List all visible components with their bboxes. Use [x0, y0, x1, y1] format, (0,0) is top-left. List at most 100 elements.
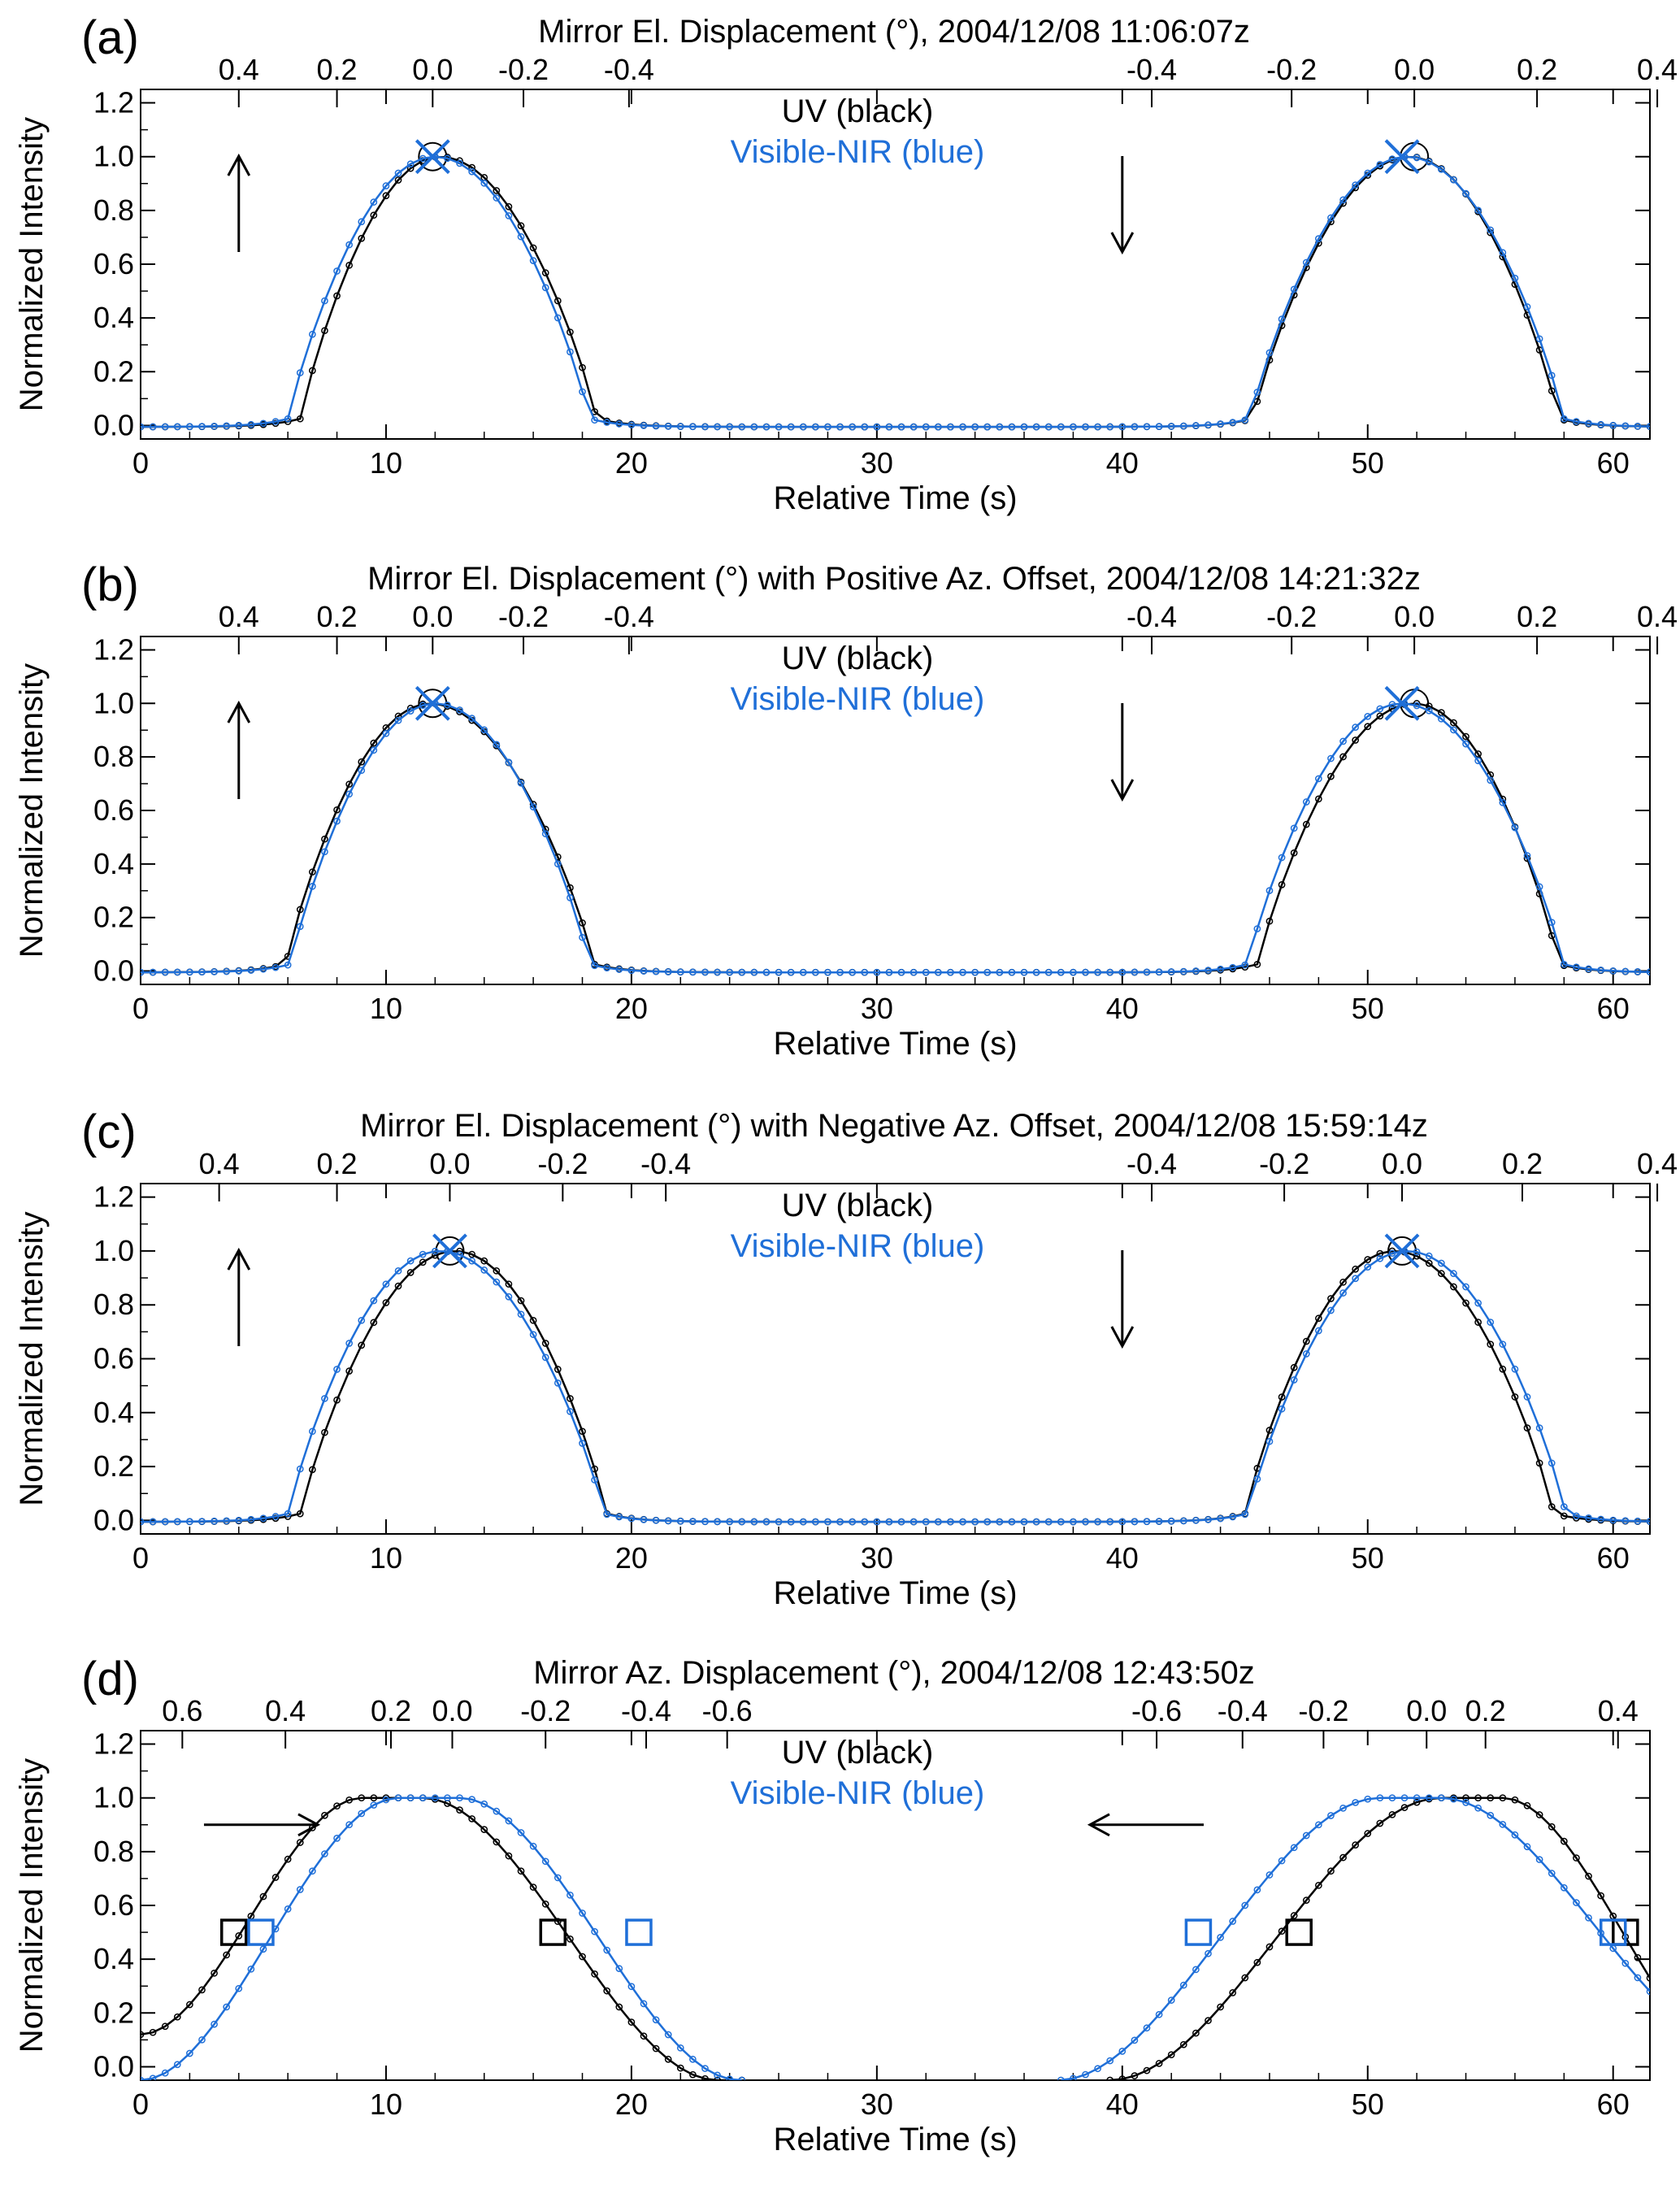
data-point	[541, 284, 549, 292]
top-axis-tick-label: 0.2	[317, 1147, 358, 1180]
data-point	[873, 1518, 881, 1526]
data-point	[787, 968, 795, 976]
data-point	[812, 968, 819, 976]
y-tick-label: 0.4	[93, 847, 134, 880]
data-point	[591, 416, 598, 424]
top-axis-tick-label: 0.0	[1406, 1694, 1447, 1727]
x-tick-label: 30	[861, 992, 893, 1025]
data-point	[1535, 1459, 1543, 1467]
data-point	[321, 1395, 328, 1402]
data-point	[309, 1466, 316, 1474]
data-point	[1523, 1801, 1531, 1810]
data-point	[382, 182, 390, 189]
data-point	[849, 1518, 857, 1526]
half-max-square-marker	[1285, 1918, 1313, 1946]
data-point	[1548, 1823, 1556, 1831]
data-point	[309, 1867, 316, 1875]
data-point	[1352, 1275, 1360, 1283]
data-point	[1327, 1295, 1335, 1302]
data-point	[1535, 1424, 1543, 1432]
series-line	[141, 1796, 1650, 2080]
data-point	[223, 1517, 231, 1525]
top-axis-tick-label: -0.2	[1266, 600, 1317, 633]
data-point	[1192, 1517, 1200, 1524]
data-point	[529, 244, 537, 252]
data-point	[1057, 968, 1065, 976]
data-point	[701, 968, 709, 976]
data-point	[1388, 1249, 1396, 1258]
data-point	[1179, 967, 1187, 975]
data-point	[996, 423, 1004, 431]
data-point	[517, 1297, 525, 1305]
data-point	[198, 1518, 206, 1525]
data-point	[235, 1932, 243, 1940]
data-point	[1450, 1795, 1457, 1803]
data-point	[296, 1465, 304, 1473]
data-point	[1315, 1821, 1322, 1829]
data-point	[321, 848, 328, 856]
data-point	[247, 967, 255, 974]
data-point	[1205, 2017, 1212, 2024]
x-tick-label: 10	[370, 992, 402, 1025]
top-axis-tick-label: 0.2	[317, 600, 358, 633]
data-point	[1548, 1870, 1556, 1877]
data-point	[382, 192, 390, 200]
data-point	[321, 1850, 328, 1857]
data-point	[1646, 423, 1650, 430]
data-point	[652, 1517, 660, 1524]
data-point	[1425, 706, 1433, 715]
data-point	[211, 1517, 218, 1525]
series-line	[141, 1249, 1650, 1523]
data-point	[1634, 1953, 1642, 1962]
data-point	[1278, 315, 1286, 323]
series-line	[141, 702, 1650, 974]
panel-title: Mirror El. Displacement (°) with Positiv…	[367, 561, 1421, 597]
data-point	[541, 1900, 549, 1908]
data-point	[1057, 2076, 1065, 2080]
data-point	[1032, 1518, 1040, 1526]
data-point	[141, 2076, 145, 2080]
legend-uv: UV (black)	[782, 93, 934, 129]
data-point	[861, 423, 869, 431]
data-point	[567, 1891, 574, 1899]
data-point	[1499, 1821, 1507, 1828]
data-point	[1008, 968, 1016, 976]
x-axis-label: Relative Time (s)	[773, 1575, 1017, 1611]
data-point	[186, 968, 193, 976]
data-point	[1560, 1883, 1568, 1892]
data-point	[1376, 705, 1384, 713]
data-point	[1437, 1259, 1445, 1267]
data-point	[934, 423, 942, 431]
data-point	[1315, 775, 1322, 783]
top-axis-tick-label: -0.2	[1266, 53, 1317, 86]
data-point	[141, 1518, 145, 1526]
top-axis-tick-label: -0.4	[1127, 600, 1177, 633]
data-point	[211, 422, 218, 430]
data-point	[1044, 968, 1053, 976]
data-point	[1278, 881, 1286, 888]
data-point	[567, 894, 574, 901]
data-point	[468, 1815, 475, 1823]
data-point	[1179, 1981, 1187, 1989]
data-point	[468, 715, 475, 722]
data-point	[1241, 961, 1249, 969]
arrow-head	[1087, 1813, 1110, 1837]
data-point	[1106, 968, 1114, 976]
data-point	[1548, 1459, 1556, 1467]
data-point	[1265, 887, 1274, 894]
top-axis-tick-label: 0.2	[1517, 600, 1557, 633]
data-point	[382, 1796, 390, 1804]
data-point	[456, 1794, 463, 1802]
data-point	[1560, 1512, 1568, 1520]
panel-a: 0 10 20 30 40 50 60 0.0 0.2 0.4 0.6 0.8 1.0 1.2 0.4 0.2…	[14, 11, 1678, 516]
up-arrow	[227, 153, 251, 252]
data-point	[529, 1842, 537, 1850]
peak-x-marker	[1384, 685, 1420, 721]
data-point	[529, 803, 537, 811]
data-point	[701, 2065, 709, 2072]
data-point	[664, 423, 672, 430]
data-point	[370, 211, 378, 219]
data-point	[1474, 750, 1482, 758]
data-point	[640, 2000, 648, 2008]
x-tick-label: 60	[1597, 2088, 1630, 2121]
